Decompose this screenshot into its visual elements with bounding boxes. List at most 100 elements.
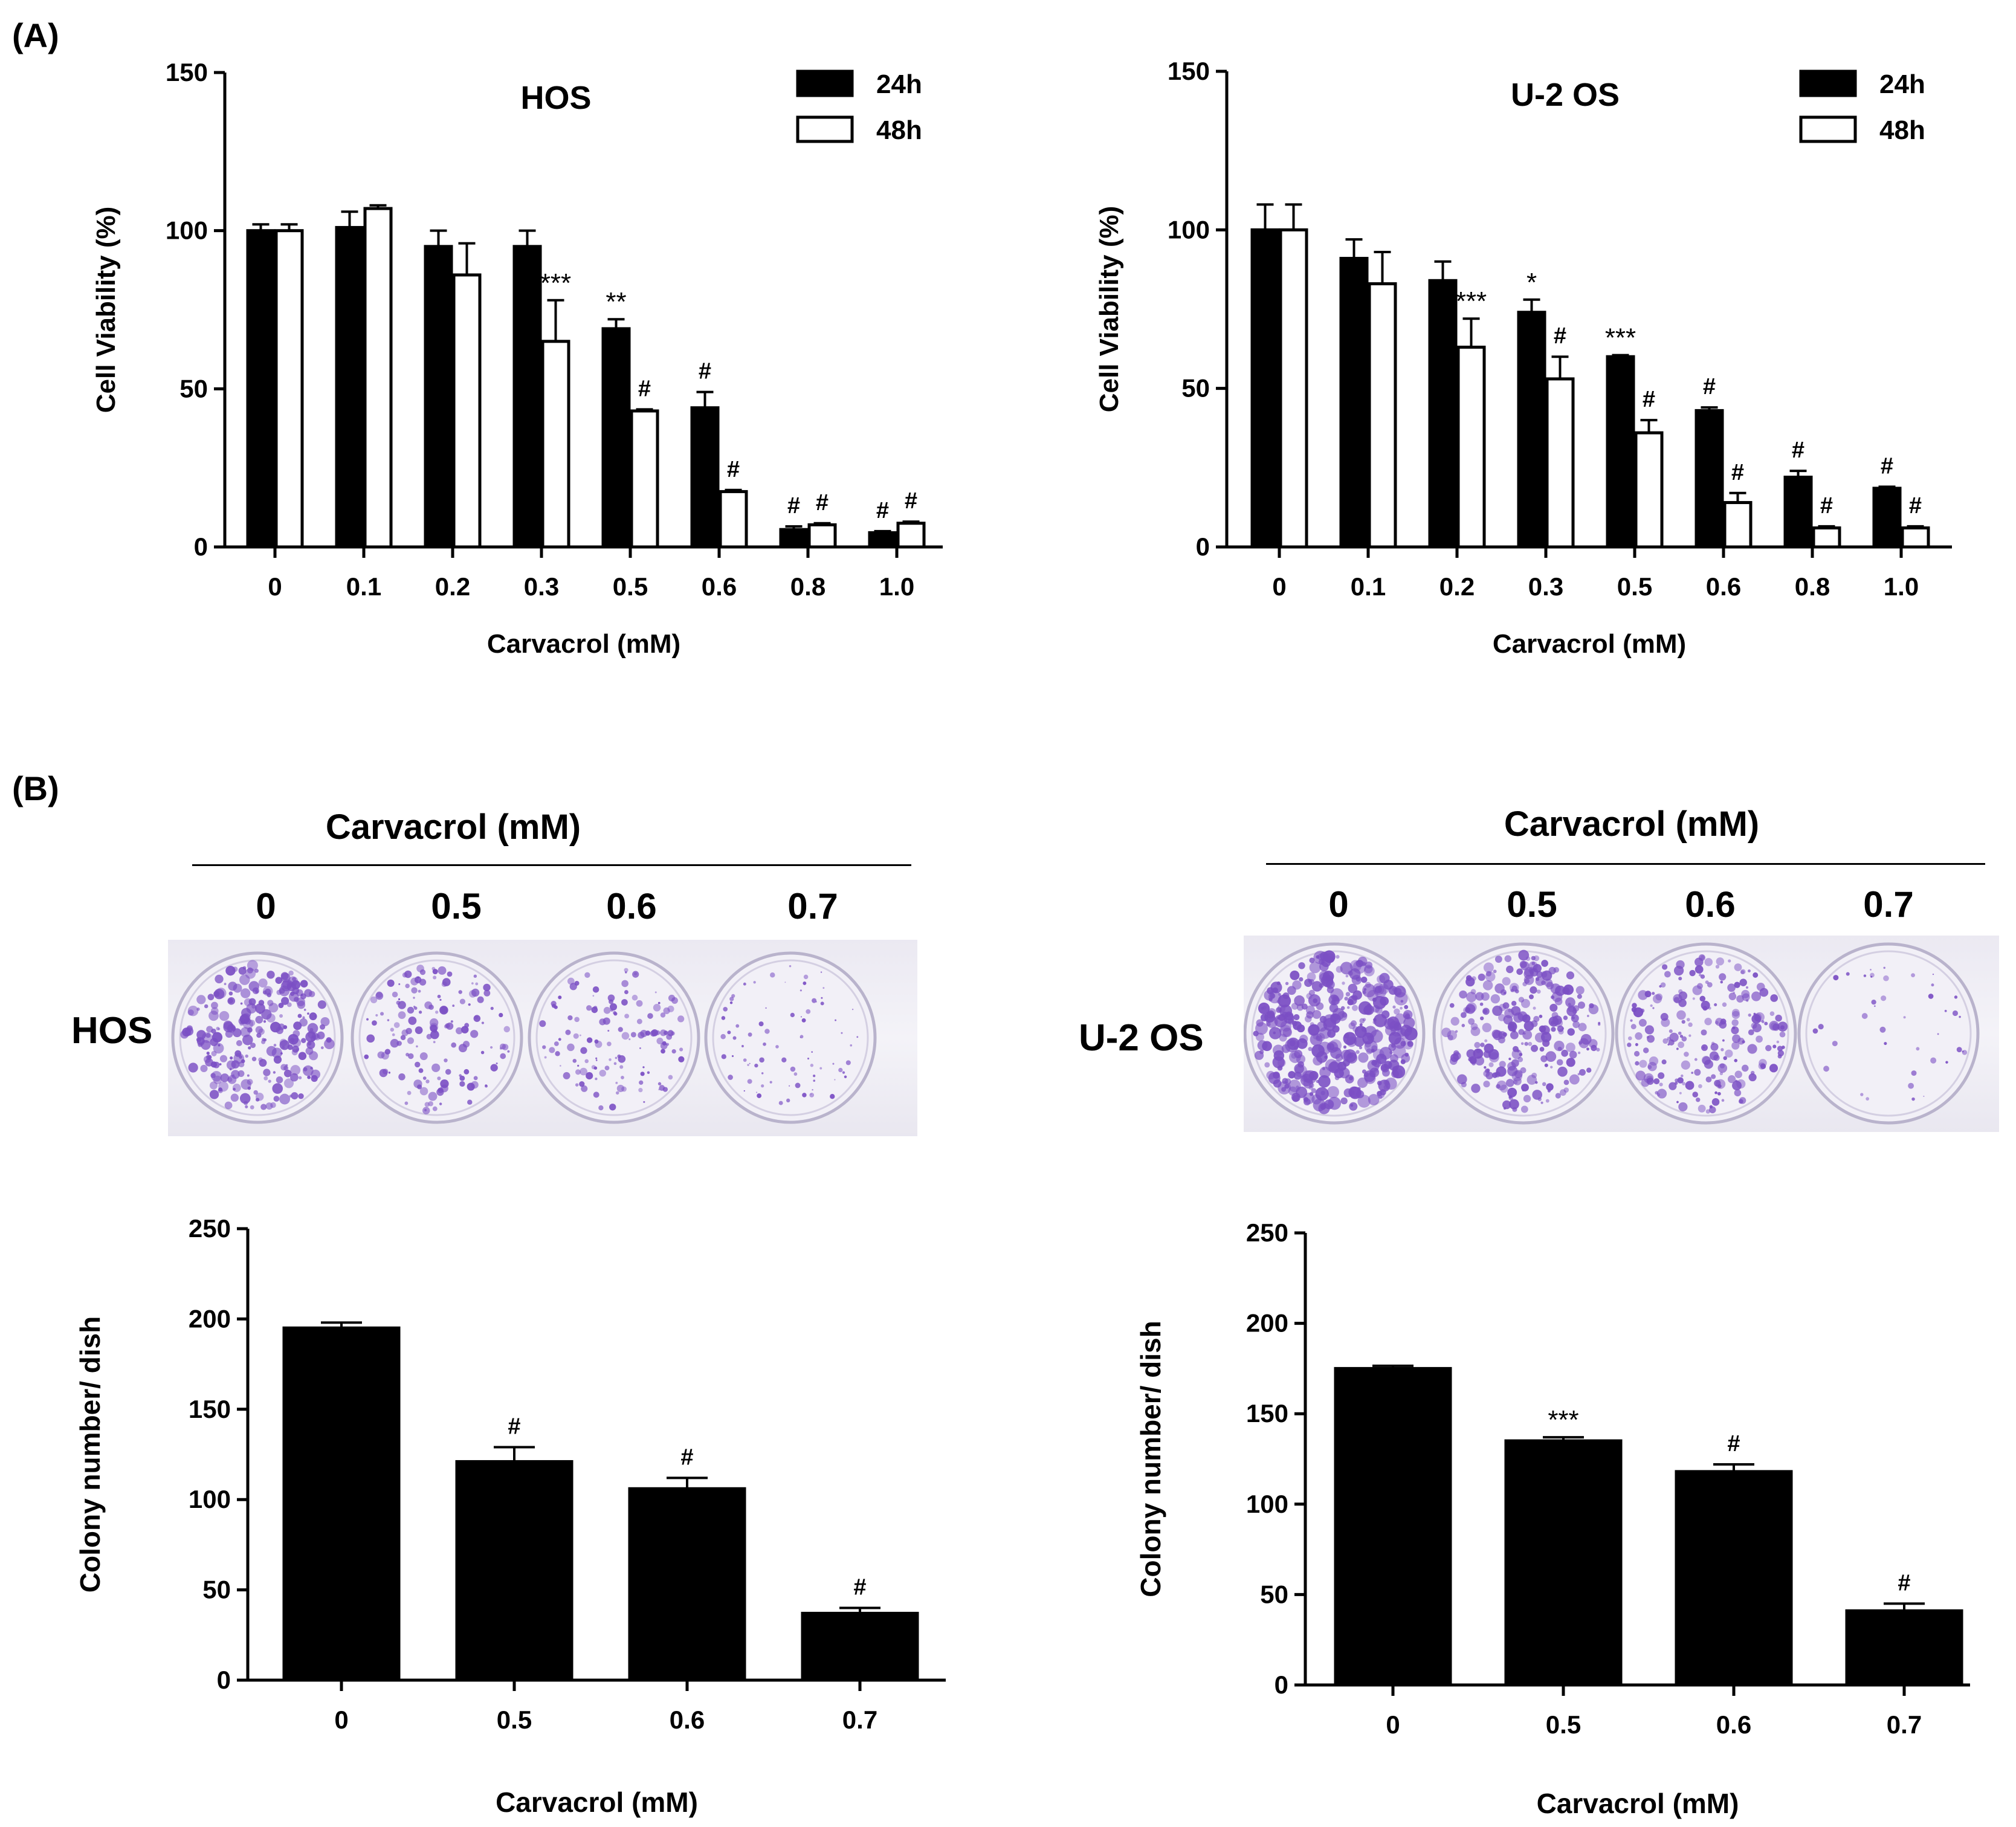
u2os-colony-x-label: Carvacrol (mM) [1537,1788,1739,1819]
u2os-viability-x-label: Carvacrol (mM) [1493,629,1686,659]
u2os-colony-xtick-label-3: 0.7 [1887,1710,1922,1739]
hos-dish-2 [528,951,700,1124]
hos-viability-legend-label-1: 48h [876,115,922,145]
hos-colony-chart: 0 50 100 150 200 250 0 0.5 #0.6 #0.7 # Carvacrol (m… [74,1214,946,1818]
hos-viability-bar-24h-5 [690,406,720,549]
hos-colony-ytick-label-1: 50 [202,1576,231,1604]
hos-viability-title: HOS [520,80,591,116]
u2os-viability-bar-24h-6 [1783,476,1813,549]
u2os-colony-annotation-colonies-1: *** [1548,1405,1578,1435]
u2os-plate-conc-1: 0.5 [1507,884,1557,925]
u2os-viability-xtick-label-1: 0.1 [1351,572,1386,601]
hos-plate-photo [168,940,917,1136]
u2os-colony-bar-colonies-2 [1675,1470,1793,1687]
u2os-viability-ytick-label-1: 50 [1181,374,1210,403]
hos-plate-conc-1: 0.5 [431,886,482,926]
hos-viability-bar-48h-2 [452,273,482,549]
hos-plate-conc-3: 0.7 [787,886,838,926]
u2os-viability-bar-48h-4 [1634,431,1664,549]
u2os-colony-ytick-label-3: 150 [1246,1399,1288,1428]
hos-colony-ytick-label-2: 100 [189,1485,231,1513]
u2os-viability-annotation-48h-6: # [1820,493,1833,519]
hos-plates-header: Carvacrol (mM) [325,807,581,847]
u2os-viability-xtick-label-6: 0.8 [1795,572,1830,601]
hos-viability-ytick-label-0: 0 [194,532,208,561]
u2os-viability-xtick-label-7: 1.0 [1884,572,1919,601]
u2os-viability-annotation-24h-3: * [1527,268,1537,297]
hos-colony-annotation-colonies-1: # [508,1414,520,1440]
hos-dish-0 [171,951,344,1124]
u2os-viability-bar-24h-4 [1606,355,1635,549]
hos-viability-bar-48h-6 [807,523,837,549]
hos-colony-ytick-label-0: 0 [217,1666,231,1694]
u2os-colony-bar-colonies-1 [1504,1439,1623,1687]
hos-plate-conc-0: 0 [256,886,276,926]
u2os-viability-annotation-48h-5: # [1731,460,1744,485]
u2os-viability-annotation-24h-4: *** [1605,323,1636,353]
hos-colony-y-label: Colony number/ dish [74,1316,106,1593]
u2os-viability-annotation-24h-5: # [1703,374,1716,399]
u2os-cell-line-label: U-2 OS [1079,1017,1204,1059]
u2os-viability-y-label: Cell Viability (%) [1094,206,1124,413]
hos-viability-legend-swatch-0 [796,70,854,97]
hos-dish-3 [704,951,877,1124]
u2os-viability-title: U-2 OS [1511,77,1620,113]
hos-viability-bar-24h-4 [601,327,631,549]
u2os-viability-bar-24h-2 [1428,279,1458,549]
hos-colony-xtick-label-2: 0.6 [670,1706,705,1734]
hos-colony-xtick-label-0: 0 [334,1706,348,1734]
u2os-viability-xtick-label-2: 0.2 [1439,572,1475,601]
hos-viability-annotation-48h-3: *** [540,268,571,298]
u2os-colony-ytick-label-5: 250 [1246,1218,1288,1247]
u2os-colony-y-label: Colony number/ dish [1135,1321,1166,1597]
hos-viability-xtick-label-0: 0 [268,572,282,601]
hos-viability-bar-48h-0 [274,229,304,549]
u2os-viability-annotation-48h-4: # [1643,387,1655,412]
u2os-viability-legend-label-1: 48h [1879,115,1925,145]
u2os-viability-xtick-label-4: 0.5 [1617,572,1652,601]
hos-viability-xtick-label-2: 0.2 [435,572,470,601]
u2os-plate-photo [1243,936,1999,1132]
u2os-viability-bar-48h-0 [1279,228,1308,549]
hos-viability-annotation-24h-6: # [787,493,800,519]
hos-plates [171,951,877,1124]
hos-colony-ytick-label-4: 200 [189,1304,231,1333]
hos-viability-bar-24h-0 [246,229,276,549]
hos-colony-xtick-label-1: 0.5 [497,1706,532,1734]
u2os-viability-bar-48h-7 [1901,526,1930,549]
u2os-viability-xtick-label-5: 0.6 [1706,572,1741,601]
u2os-viability-chart: 0 50 100 150 0 0.1 0.2 *** 0.3 * #0.5 *** #0.6 # #0.8 #… [1094,57,1952,659]
hos-viability-xtick-label-1: 0.1 [346,572,381,601]
u2os-viability-annotation-48h-3: # [1554,323,1566,349]
hos-viability-xtick-label-6: 0.8 [790,572,825,601]
hos-viability-legend-swatch-1 [796,115,854,143]
panel-label-a: (A) [12,16,59,54]
u2os-colony-annotation-colonies-3: # [1898,1570,1910,1596]
hos-colony-ytick-label-3: 150 [189,1395,231,1423]
u2os-viability-annotation-48h-2: *** [1456,286,1487,316]
hos-plates-divider [192,864,911,866]
u2os-viability-bar-24h-0 [1250,228,1280,549]
u2os-viability-bar-24h-7 [1872,487,1902,549]
u2os-dish-1 [1432,942,1615,1125]
u2os-plate-conc-0: 0 [1328,884,1349,925]
u2os-colony-ytick-label-1: 50 [1260,1580,1288,1608]
u2os-colony-chart: 0 50 100 150 200 250 0 0.5 *** 0.6 #0.7 # Carvacrol … [1135,1218,1970,1819]
u2os-colony-ytick-label-2: 100 [1246,1490,1288,1518]
hos-viability-ytick-label-2: 100 [166,216,208,245]
hos-viability-bar-24h-6 [779,528,809,549]
u2os-colony-xtick-label-0: 0 [1386,1710,1400,1739]
hos-viability-ytick-label-3: 150 [166,58,208,86]
hos-viability-bar-48h-1 [363,207,393,549]
hos-viability-y-label: Cell Viability (%) [91,207,121,413]
hos-colony-annotation-colonies-2: # [680,1444,693,1470]
hos-colony-bar-colonies-2 [628,1487,746,1682]
hos-viability-x-label: Carvacrol (mM) [487,629,680,659]
hos-colony-ytick-label-5: 250 [189,1214,231,1243]
u2os-viability-ytick-label-3: 150 [1168,57,1210,85]
u2os-viability-xtick-label-3: 0.3 [1528,572,1563,601]
hos-viability-bar-24h-7 [868,531,897,549]
panel-label-b: (B) [12,769,59,807]
hos-viability-bar-48h-4 [630,409,659,549]
hos-viability-chart: 0 50 100 150 0 0.1 0.2 0.3 *** 0.5 ** #0.6 # #0.8 # #1.… [91,58,943,659]
